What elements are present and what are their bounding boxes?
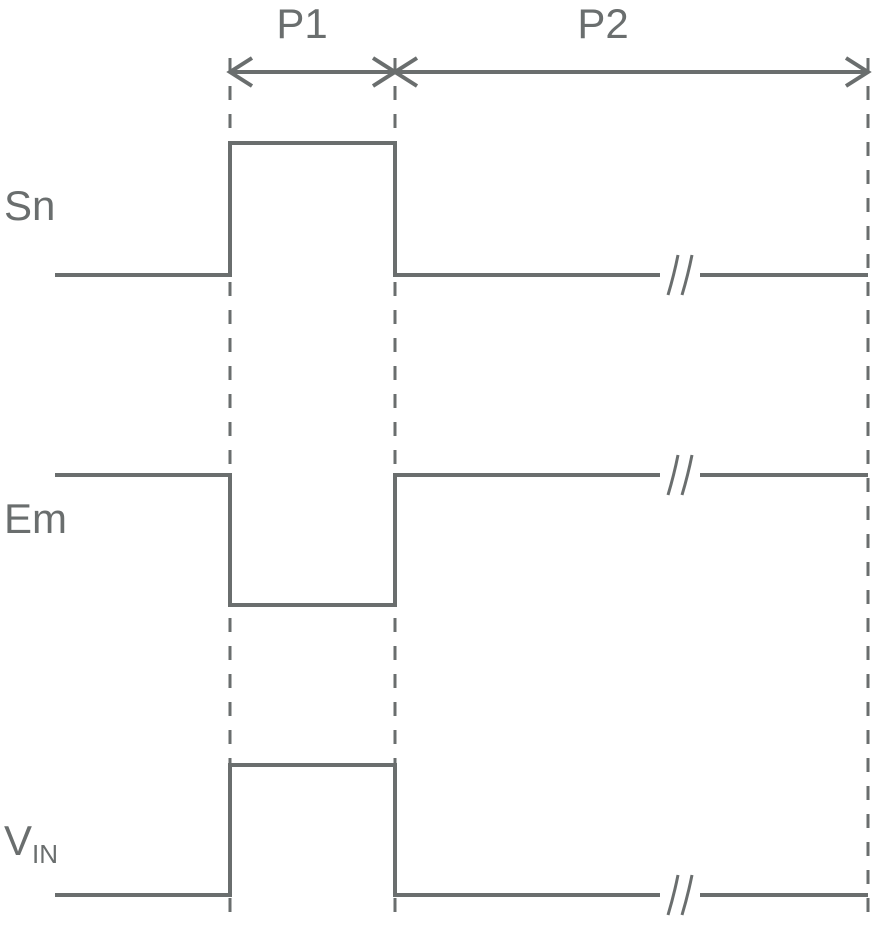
signal-label: Em: [4, 495, 67, 542]
signal-label: VIN: [4, 817, 58, 869]
signal-waveform: [55, 143, 660, 275]
break-mark: [682, 255, 692, 295]
break-mark: [668, 255, 678, 295]
break-mark: [682, 455, 692, 495]
timing-svg: P1 P2 Sn Em VIN: [0, 0, 887, 925]
timing-diagram: P1 P2 Sn Em VIN: [0, 0, 887, 925]
break-mark: [668, 455, 678, 495]
break-mark: [668, 875, 678, 915]
signal-waveform: [55, 765, 660, 895]
signal-label: Sn: [4, 182, 55, 229]
signal-waveform: [55, 475, 660, 605]
break-mark: [682, 875, 692, 915]
period-label: P1: [276, 0, 327, 47]
period-label: P2: [577, 0, 628, 47]
